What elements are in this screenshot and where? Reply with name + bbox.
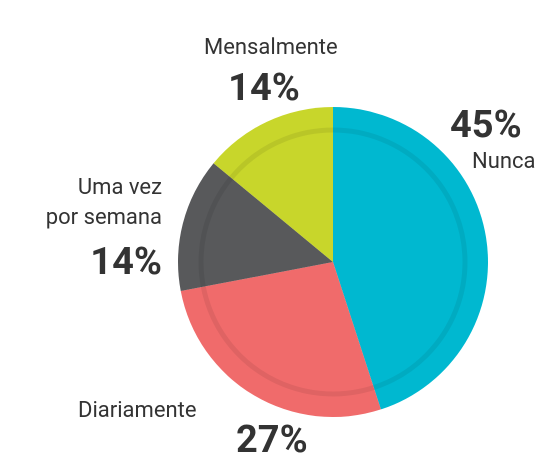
slice-label: Nunca [472, 149, 536, 174]
pie-slice [178, 163, 333, 292]
slice-label: Diariamente [78, 398, 197, 423]
pie-slice [180, 262, 381, 417]
inner-ring [198, 127, 468, 397]
value-label: 14% [228, 66, 300, 110]
value-label: 45% [450, 103, 522, 147]
value-label: 14% [90, 240, 162, 284]
value-label: 27% [236, 418, 308, 462]
slice-label: Uma vez por semana [45, 175, 162, 230]
pie-slice [213, 107, 333, 262]
pie-slice [333, 107, 488, 410]
slice-label: Mensalmente [204, 35, 338, 60]
